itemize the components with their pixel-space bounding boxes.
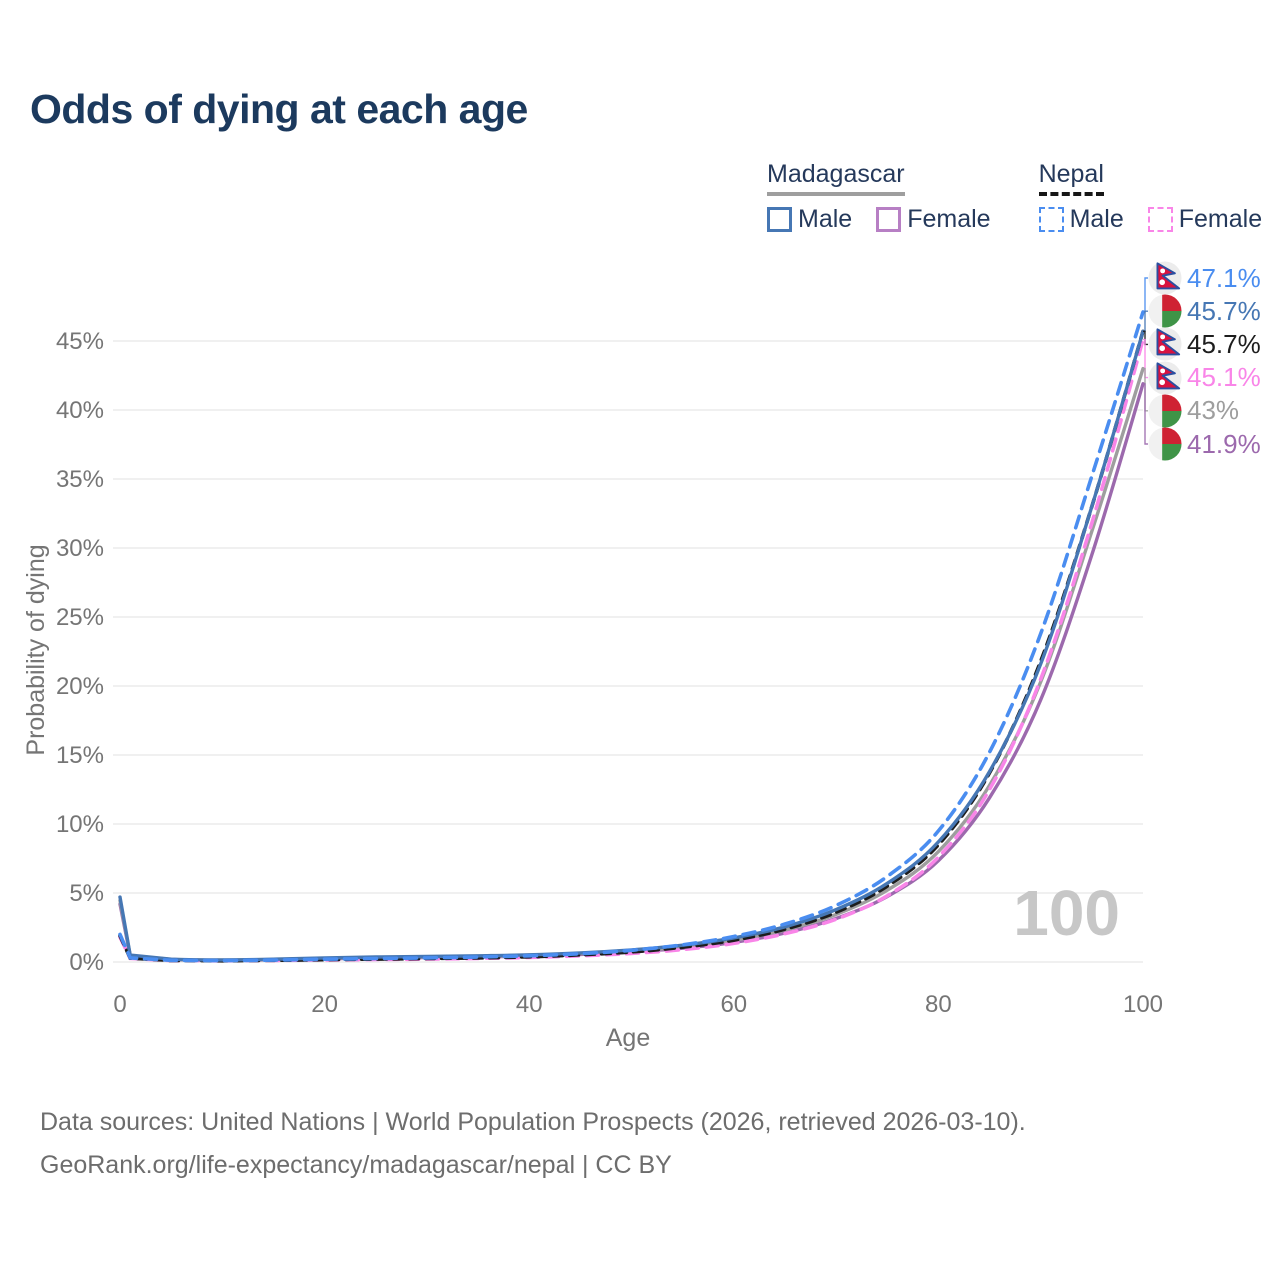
y-axis-tick-label: 30% bbox=[56, 535, 104, 562]
y-axis-tick-label: 45% bbox=[56, 328, 104, 355]
attribution-link[interactable]: GeoRank.org/life-expectancy/madagascar/n… bbox=[40, 1151, 672, 1179]
madagascar-male-swatch-icon bbox=[767, 207, 792, 232]
x-axis-tick-label: 0 bbox=[113, 991, 126, 1018]
end-label-madagascar-total: 43% bbox=[1148, 394, 1239, 428]
x-axis-tick-label: 60 bbox=[720, 991, 747, 1018]
legend-group-nepal: Nepal Male Female bbox=[1038, 160, 1263, 234]
y-axis-title: Probability of dying bbox=[22, 544, 50, 755]
legend: Madagascar Male Female Nepal Male Female bbox=[767, 160, 1262, 234]
x-axis-tick-label: 40 bbox=[516, 991, 543, 1018]
y-axis-tick-label: 40% bbox=[56, 397, 104, 424]
legend-country-madagascar[interactable]: Madagascar bbox=[767, 160, 905, 196]
series-line-nepal-total[interactable] bbox=[118, 329, 1145, 963]
nepal-female-swatch-icon bbox=[1147, 207, 1173, 232]
legend-item-madagascar-male[interactable]: Male bbox=[767, 205, 852, 234]
y-axis-tick-label: 15% bbox=[56, 742, 104, 769]
madagascar-flag-icon bbox=[1148, 427, 1182, 461]
series-line-nepal-female[interactable] bbox=[118, 337, 1145, 963]
x-axis-title: Age bbox=[606, 1024, 650, 1052]
chart-title: Odds of dying at each age bbox=[30, 86, 528, 132]
end-label-nepal-female: 45.1% bbox=[1148, 361, 1261, 395]
x-axis-tick-label: 100 bbox=[1123, 991, 1163, 1018]
series-line-madagascar-female[interactable] bbox=[118, 382, 1145, 962]
nepal-male-swatch-icon bbox=[1038, 207, 1064, 232]
x-axis-tick-label: 80 bbox=[925, 991, 952, 1018]
end-label-nepal-total: 45.7% bbox=[1148, 327, 1261, 361]
legend-country-nepal[interactable]: Nepal bbox=[1038, 160, 1104, 196]
legend-item-nepal-female[interactable]: Female bbox=[1147, 205, 1263, 234]
end-label-madagascar-male: 45.7% bbox=[1148, 294, 1261, 328]
series-line-madagascar-male[interactable] bbox=[118, 329, 1145, 962]
end-label-leader-line bbox=[1143, 330, 1148, 346]
end-label-leader-line bbox=[1143, 277, 1148, 313]
end-label-leader-line bbox=[1143, 338, 1148, 379]
madagascar-female-swatch-icon bbox=[876, 207, 902, 232]
end-label-nepal-male: 47.1% bbox=[1148, 261, 1261, 295]
y-axis-tick-label: 25% bbox=[56, 604, 104, 631]
legend-label: Female bbox=[907, 205, 991, 233]
y-axis-tick-label: 20% bbox=[56, 673, 104, 700]
end-label-value: 41.9% bbox=[1187, 428, 1261, 459]
legend-item-nepal-male[interactable]: Male bbox=[1038, 205, 1124, 234]
madagascar-flag-icon bbox=[1148, 294, 1182, 328]
madagascar-flag-icon bbox=[1148, 394, 1182, 428]
nepal-flag-icon bbox=[1148, 361, 1182, 395]
nepal-flag-icon bbox=[1148, 327, 1182, 361]
age-indicator-watermark: 100 bbox=[1013, 877, 1120, 949]
end-label-madagascar-female: 41.9% bbox=[1148, 427, 1261, 461]
y-axis-tick-label: 10% bbox=[56, 811, 104, 838]
data-sources-text: Data sources: United Nations | World Pop… bbox=[40, 1108, 1026, 1136]
end-label-value: 43% bbox=[1187, 395, 1240, 426]
legend-item-madagascar-female[interactable]: Female bbox=[876, 205, 991, 234]
series-line-madagascar-total[interactable] bbox=[118, 366, 1145, 962]
end-label-value: 45.7% bbox=[1187, 328, 1261, 359]
end-label-value: 45.7% bbox=[1187, 295, 1261, 326]
x-axis-tick-label: 20 bbox=[311, 991, 338, 1018]
y-axis-tick-label: 5% bbox=[69, 880, 104, 907]
nepal-flag-icon bbox=[1148, 261, 1182, 295]
legend-label: Male bbox=[798, 205, 853, 233]
legend-group-madagascar: Madagascar Male Female bbox=[767, 160, 991, 234]
legend-label: Male bbox=[1069, 205, 1124, 233]
end-label-value: 45.1% bbox=[1187, 362, 1261, 393]
series-line-nepal-male[interactable] bbox=[118, 310, 1145, 963]
y-axis-tick-label: 0% bbox=[69, 949, 104, 976]
end-label-value: 47.1% bbox=[1187, 262, 1261, 293]
y-axis-tick-label: 35% bbox=[56, 466, 104, 493]
legend-label: Female bbox=[1178, 205, 1263, 233]
footer: Data sources: United Nations | World Pop… bbox=[40, 1101, 1026, 1187]
end-label-leader-line bbox=[1143, 383, 1148, 445]
